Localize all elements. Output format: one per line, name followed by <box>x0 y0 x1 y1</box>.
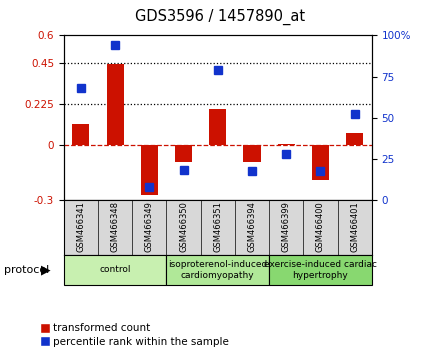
Text: protocol: protocol <box>4 265 50 275</box>
Text: ▶: ▶ <box>41 263 51 276</box>
Bar <box>278 144 295 145</box>
Legend: transformed count, percentile rank within the sample: transformed count, percentile rank withi… <box>40 323 229 347</box>
Bar <box>106 64 124 145</box>
Bar <box>346 133 363 145</box>
Text: GSM466349: GSM466349 <box>145 201 154 252</box>
Text: GSM466394: GSM466394 <box>248 201 257 252</box>
Bar <box>269 255 372 285</box>
Bar <box>312 145 329 180</box>
Text: GSM466350: GSM466350 <box>179 201 188 252</box>
Text: GSM466348: GSM466348 <box>110 201 120 252</box>
Bar <box>166 255 269 285</box>
Bar <box>243 145 260 161</box>
Text: GSM466341: GSM466341 <box>77 201 85 252</box>
Bar <box>175 145 192 161</box>
Text: GSM466401: GSM466401 <box>350 201 359 252</box>
Text: exercise-induced cardiac
hypertrophy: exercise-induced cardiac hypertrophy <box>264 260 377 280</box>
Text: GSM466399: GSM466399 <box>282 201 291 252</box>
Bar <box>64 255 166 285</box>
Bar <box>141 145 158 195</box>
Text: control: control <box>99 266 131 274</box>
Text: GSM466400: GSM466400 <box>316 201 325 252</box>
Text: isoproterenol-induced
cardiomyopathy: isoproterenol-induced cardiomyopathy <box>168 260 268 280</box>
Bar <box>72 124 89 145</box>
Bar <box>209 109 226 145</box>
Text: GSM466351: GSM466351 <box>213 201 222 252</box>
Text: GDS3596 / 1457890_at: GDS3596 / 1457890_at <box>135 9 305 25</box>
